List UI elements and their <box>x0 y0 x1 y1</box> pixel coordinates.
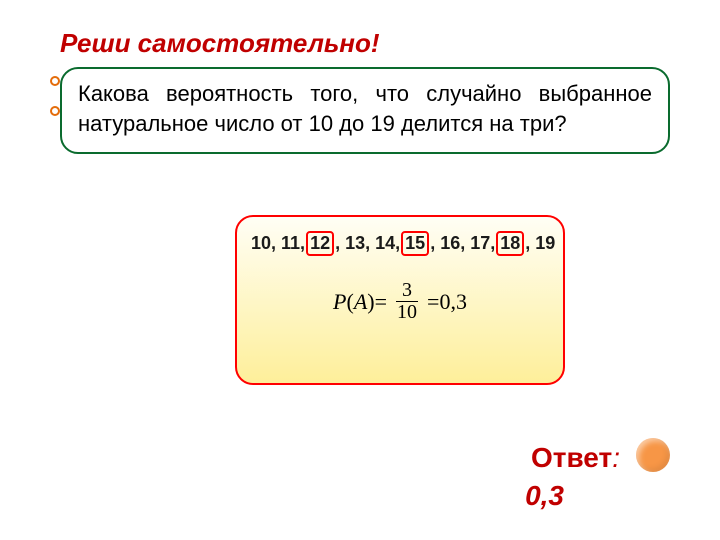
highlighted-number: 18 <box>496 231 524 256</box>
answer-label-text: Ответ <box>531 442 612 473</box>
slide-title: Реши самостоятельно! <box>60 28 672 59</box>
slide: Реши самостоятельно! Какова вероятность … <box>0 0 720 540</box>
numbers-segment: , 13, 14, <box>335 233 400 254</box>
answer-value: 0,3 <box>525 480 564 512</box>
formula-p: P <box>333 289 346 315</box>
question-text: Какова вероятность того, что случайно вы… <box>78 81 652 136</box>
formula-equals-2: = <box>427 289 439 315</box>
question-box: Какова вероятность того, что случайно вы… <box>60 67 670 154</box>
probability-formula: P ( A ) = 3 10 = 0,3 <box>251 280 549 323</box>
formula-paren-close: ) <box>367 289 374 315</box>
numbers-list: 10, 11, 12 , 13, 14, 15 , 16, 17, 18 , 1… <box>251 231 549 256</box>
bullet-decoration <box>50 106 60 116</box>
highlighted-number: 15 <box>401 231 429 256</box>
solution-box: 10, 11, 12 , 13, 14, 15 , 16, 17, 18 , 1… <box>235 215 565 385</box>
corner-decoration-dot <box>636 438 670 472</box>
numbers-segment: , 16, 17, <box>430 233 495 254</box>
numbers-segment: 10, 11, <box>251 233 305 254</box>
formula-equals: = <box>375 289 387 315</box>
fraction-denominator: 10 <box>393 302 421 323</box>
fraction: 3 10 <box>393 280 421 323</box>
fraction-numerator: 3 <box>396 280 418 302</box>
formula-result: 0,3 <box>439 289 467 315</box>
answer-colon: : <box>612 442 620 473</box>
highlighted-number: 12 <box>306 231 334 256</box>
numbers-segment: , 19 <box>525 233 555 254</box>
answer-label: Ответ: <box>531 442 620 474</box>
formula-var: A <box>354 289 367 315</box>
formula-paren-open: ( <box>347 289 354 315</box>
bullet-decoration <box>50 76 60 86</box>
